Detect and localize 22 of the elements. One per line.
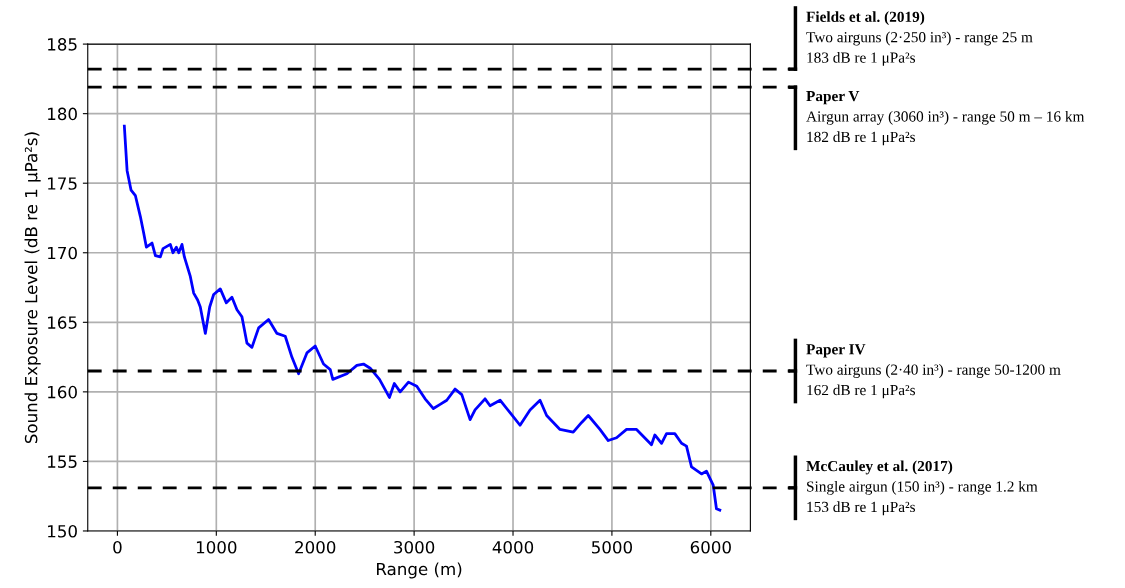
x-tick-label: 4000 [492,540,534,554]
y-tick-label: 185 [48,38,77,51]
x-tick-label: 3000 [394,540,435,554]
y-tick-label: 165 [48,316,77,329]
x-tick-label: 2000 [295,540,336,554]
y-tick-label: 170 [48,246,77,260]
y-tick-label: 180 [48,107,77,121]
ref-line-label: McCauley et al. (2017) Single airgun (150 in³) - range 1.2 km 153 dB re 1 μPa²s [806,460,1038,516]
y-tick-label: 155 [48,455,77,468]
y-axis-title: Sound Exposure Level (dB re 1 μPa²s) [24,132,41,444]
ref-line-label: Fields et al. (2019) Two airguns (2·250 in³) - range 25 m 183 dB re 1 μPa²s [806,11,1033,66]
ref-line-label: Paper V Airgun array (3060 in³) - range 50 m – 16 km 182 dB re 1 μPa²s [806,91,1085,146]
x-tick-label: 6000 [690,540,731,554]
x-tick-label: 5000 [591,540,633,554]
x-tick-label: 1000 [196,540,237,554]
ref-line-label: Paper IV Two airguns (2·40 in³) - range 50-1200 m 162 dB re 1 μPa²s [806,344,1061,399]
y-tick-label: 160 [48,385,77,399]
x-tick-label: 0 [113,540,122,554]
line-series [122,124,722,512]
y-tick-label: 150 [48,524,77,538]
x-axis-title: Range (m) [377,562,462,579]
y-tick-label: 175 [48,177,77,190]
